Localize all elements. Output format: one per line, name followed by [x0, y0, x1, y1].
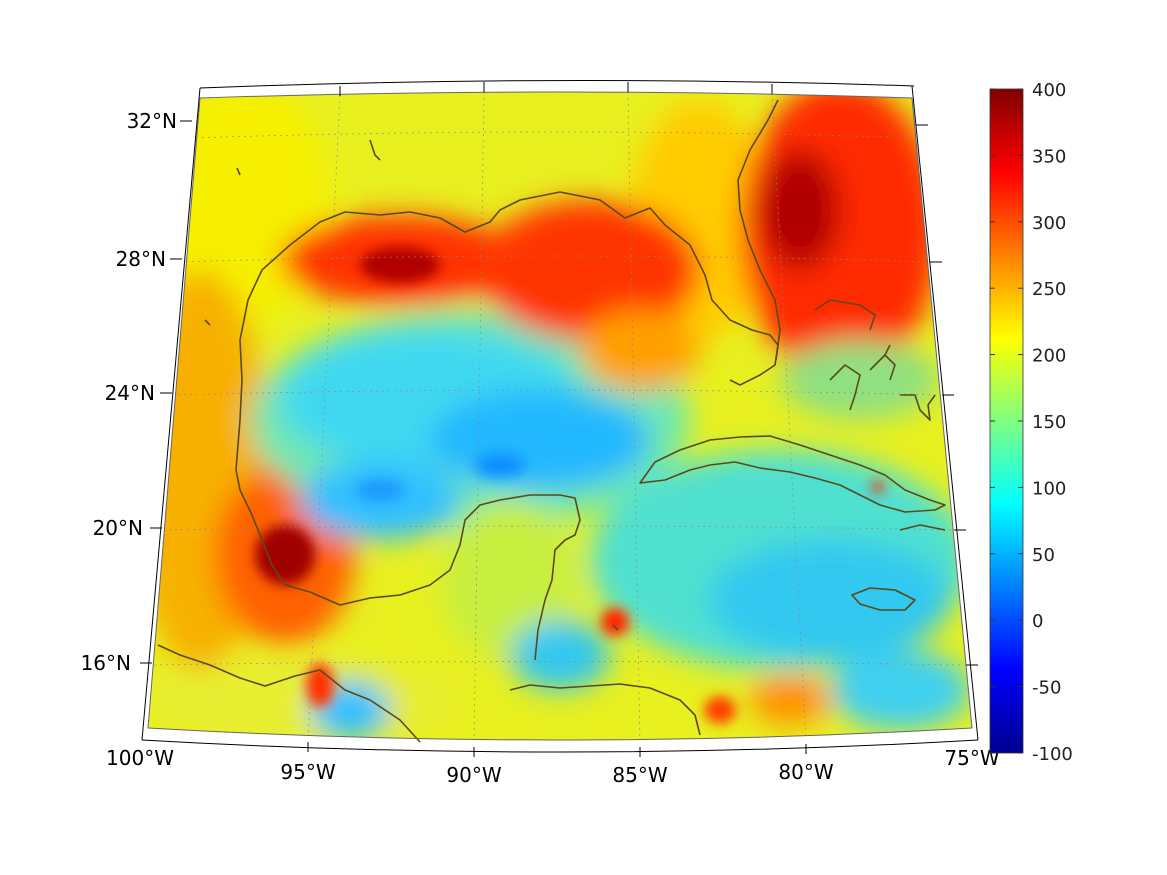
colorbar-ticks: 400 350 300 250 200 150 100 50 0 -50 -100 — [990, 80, 1073, 765]
colorbar-tick-label: 150 — [1032, 412, 1066, 433]
coastline-gulf-north — [235, 191, 779, 471]
coastlines — [157, 99, 946, 743]
coastline-bahamas-north — [814, 299, 891, 356]
colorbar-tick-label: 400 — [1032, 80, 1066, 101]
map-frame — [141, 79, 979, 753]
coastline-hispaniola — [899, 524, 946, 531]
coastline-mexico-east — [235, 469, 581, 661]
colorbar: 400 350 300 250 200 150 100 50 0 -50 -100 — [989, 80, 1073, 765]
data-field — [148, 92, 972, 740]
colorbar-tick-label: 0 — [1032, 611, 1043, 632]
lon-label-100w: 100°W — [106, 746, 174, 770]
colorbar-gradient — [989, 88, 1024, 754]
colorbar-tick-label: 50 — [1032, 545, 1055, 566]
lon-label-90w: 90°W — [446, 763, 501, 787]
lon-label-85w: 85°W — [612, 763, 667, 787]
lon-label-80w: 80°W — [778, 760, 833, 784]
colorbar-tick-label: 100 — [1032, 478, 1066, 499]
lat-label-20: 20°N — [93, 516, 143, 540]
coastline-central-america — [157, 644, 421, 743]
coastline-small-islands — [204, 139, 619, 631]
coastline-cuba — [639, 435, 946, 513]
colorbar-tick-label: 300 — [1032, 213, 1066, 234]
coastline-honduras — [509, 683, 701, 736]
coastline-jamaica — [851, 587, 916, 611]
lat-label-24: 24°N — [105, 381, 155, 405]
lat-label-16: 16°N — [81, 651, 131, 675]
colorbar-tick-label: 200 — [1032, 346, 1066, 367]
coastline-bahamas — [829, 354, 936, 421]
colorbar-tick-label: -100 — [1032, 744, 1073, 765]
lat-label-32: 32°N — [127, 109, 177, 133]
colorbar-tick-label: 250 — [1032, 279, 1066, 300]
lon-label-95w: 95°W — [280, 760, 335, 784]
colorbar-tick-label: -50 — [1032, 678, 1061, 699]
tick-marks — [140, 82, 978, 757]
coastline-florida-east — [737, 99, 781, 361]
latitude-labels: 32°N 28°N 24°N 20°N 16°N — [81, 109, 177, 675]
lat-label-28: 28°N — [116, 247, 166, 271]
graticule — [153, 92, 963, 740]
colorbar-tick-label: 350 — [1032, 146, 1066, 167]
